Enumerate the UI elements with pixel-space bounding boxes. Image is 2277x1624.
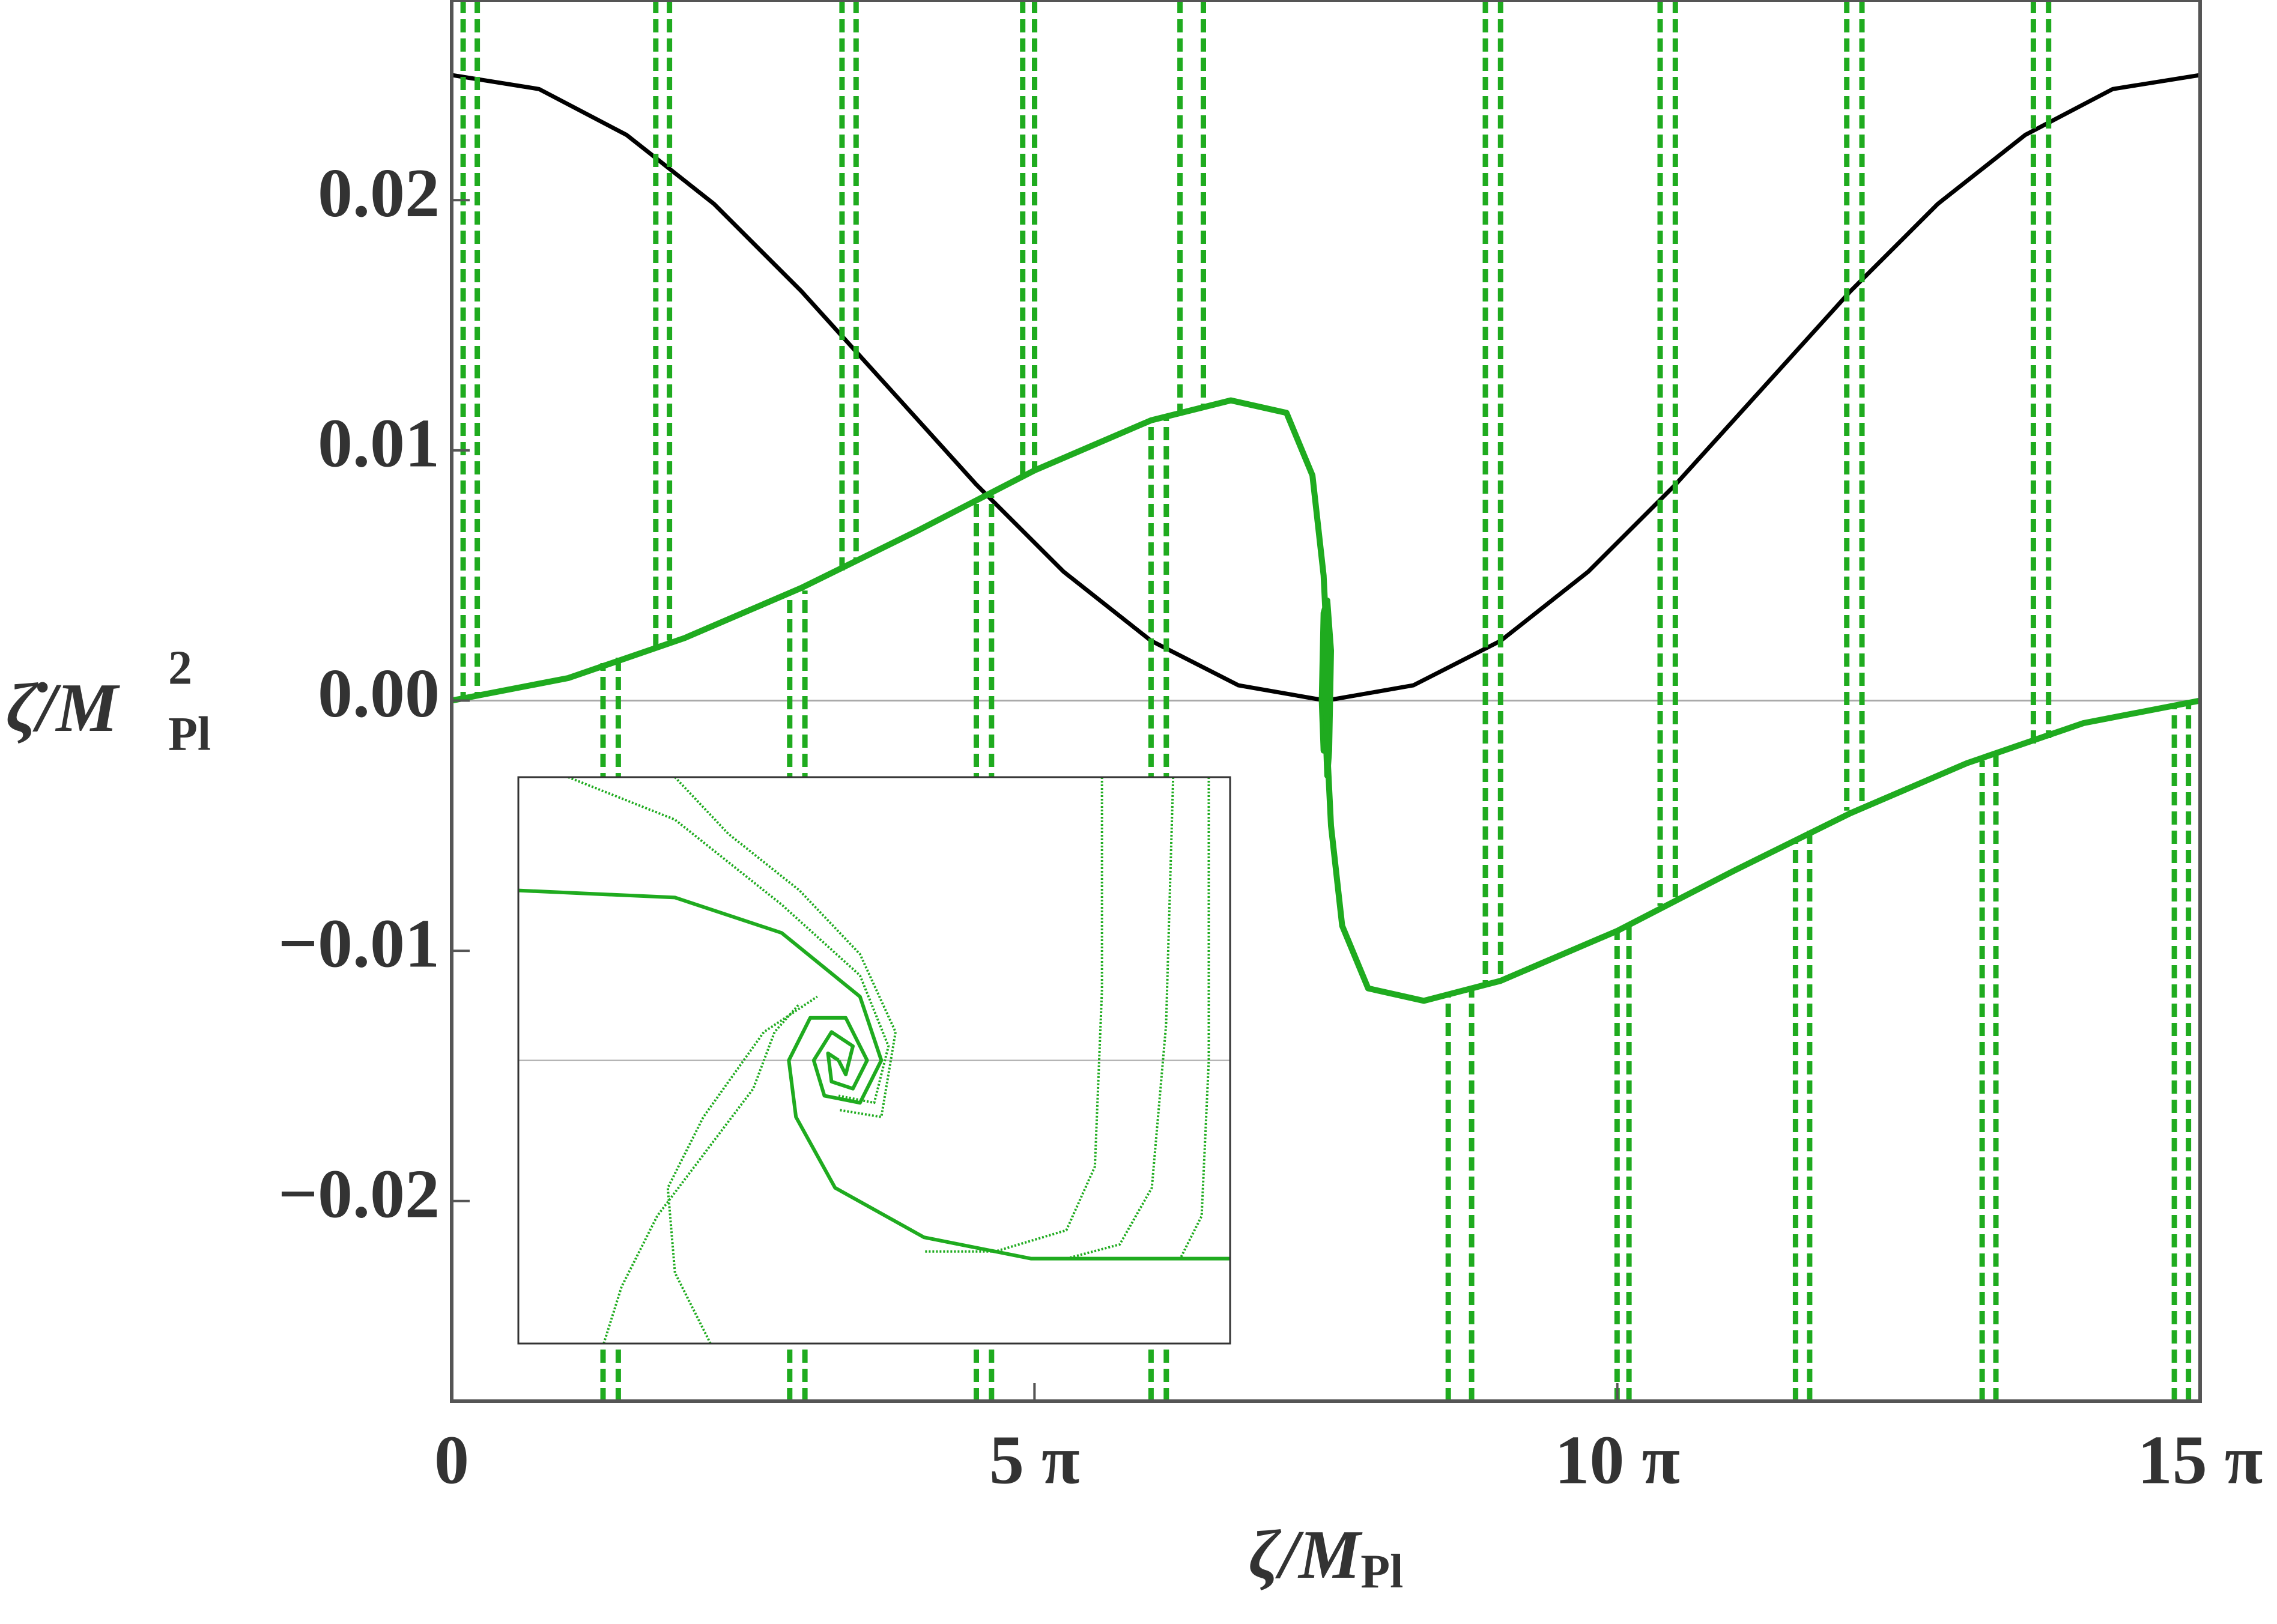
line-series xyxy=(924,777,1103,1253)
y-tick-label: 0.00 xyxy=(318,655,440,732)
line-series xyxy=(666,995,818,1344)
line-series xyxy=(674,777,897,1118)
line-series xyxy=(787,1016,1230,1261)
y-label-sup: 2 xyxy=(168,641,192,694)
inset-plot xyxy=(517,776,1231,1345)
x-tick-label: 0 xyxy=(434,1422,469,1499)
y-tick-label: −0.02 xyxy=(278,1156,440,1232)
x-label-main: ζ/M xyxy=(1249,1516,1363,1593)
line-series xyxy=(602,1002,801,1344)
y-axis-label: ζ̇/M xyxy=(6,670,120,747)
series-group xyxy=(518,777,1230,1344)
line-series xyxy=(452,397,1334,779)
y-tick-label: 0.01 xyxy=(318,405,440,482)
x-label-sub: Pl xyxy=(1360,1545,1403,1598)
line-series xyxy=(1066,777,1175,1260)
line-series xyxy=(518,888,884,1105)
line-series xyxy=(1323,697,2200,1004)
x-tick-label: 15 π xyxy=(2138,1422,2263,1499)
y-tick-label: 0.02 xyxy=(318,155,440,232)
y-tick-label: −0.01 xyxy=(278,906,440,983)
y-label-sub: Pl xyxy=(168,707,211,760)
x-tick-label: 10 π xyxy=(1554,1422,1680,1499)
line-series xyxy=(1179,777,1210,1259)
line-series xyxy=(568,777,890,1104)
x-tick-label: 5 π xyxy=(989,1422,1080,1499)
y-label-main: ζ̇/M xyxy=(6,670,120,747)
plot-frame xyxy=(517,776,1231,1345)
x-axis-label: ζ/MPl xyxy=(1249,1516,1404,1599)
